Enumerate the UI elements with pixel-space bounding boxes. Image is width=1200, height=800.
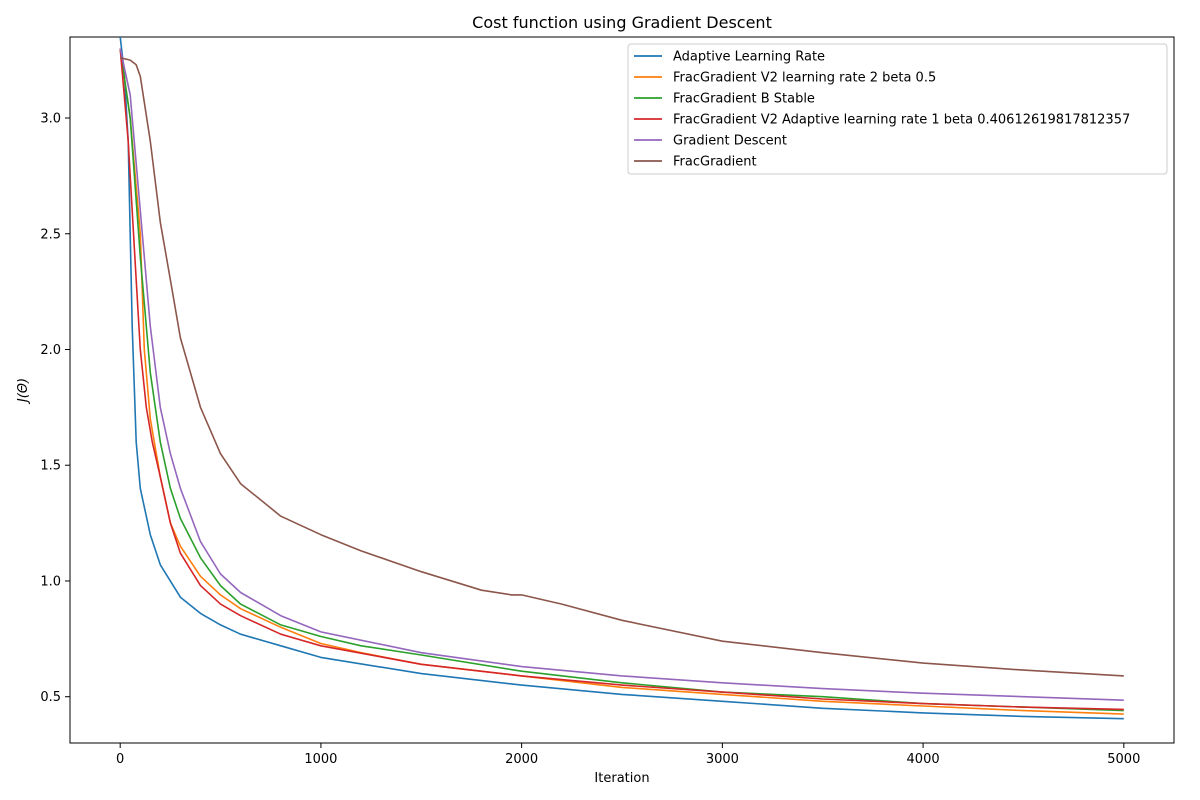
series-line-6 [120, 57, 1124, 677]
chart-title: Cost function using Gradient Descent [472, 13, 772, 32]
x-tick-label: 3000 [706, 752, 739, 767]
legend-label: Gradient Descent [673, 134, 787, 149]
y-tick-label: 2.0 [40, 343, 61, 358]
x-tick-label: 5000 [1107, 752, 1140, 767]
y-tick-label: 0.5 [40, 690, 61, 705]
legend-items: Adaptive Learning Rate FracGradient V2 le… [634, 50, 1130, 170]
legend: Adaptive Learning Rate FracGradient V2 le… [627, 43, 1168, 175]
legend-label: FracGradient V2 learning rate 2 beta 0.5 [673, 71, 936, 86]
y-tick-label: 3.0 [40, 112, 61, 127]
plot-area [69, 36, 1175, 744]
series-line-5 [119, 48, 1124, 701]
legend-frame [627, 43, 1168, 175]
series-line-2 [119, 48, 1124, 715]
x-tick-label: 0 [116, 752, 124, 767]
legend-label: FracGradient B Stable [673, 92, 815, 107]
x-axis: 0 1000 2000 3000 4000 5000 [116, 743, 1140, 767]
legend-label: FracGradient V2 Adaptive learning rate 1… [673, 113, 1130, 128]
x-tick-label: 4000 [907, 752, 940, 767]
x-tick-label: 2000 [505, 752, 538, 767]
y-tick-label: 1.0 [40, 574, 61, 589]
y-tick-label: 1.5 [40, 459, 61, 474]
legend-label: FracGradient [673, 155, 757, 170]
x-tick-label: 1000 [304, 752, 337, 767]
series-line-3 [119, 48, 1124, 712]
series-line-4 [119, 48, 1124, 711]
y-axis: 0.5 1.0 1.5 2.0 2.5 3.0 [40, 112, 70, 705]
plot-frame [69, 36, 1175, 744]
legend-label: Adaptive Learning Rate [673, 50, 825, 65]
y-tick-label: 2.5 [40, 227, 61, 242]
x-axis-label: Iteration [594, 771, 649, 786]
series-layer [119, 37, 1124, 720]
series-line-1 [119, 37, 1124, 720]
y-axis-label: J(Θ) [16, 378, 31, 405]
